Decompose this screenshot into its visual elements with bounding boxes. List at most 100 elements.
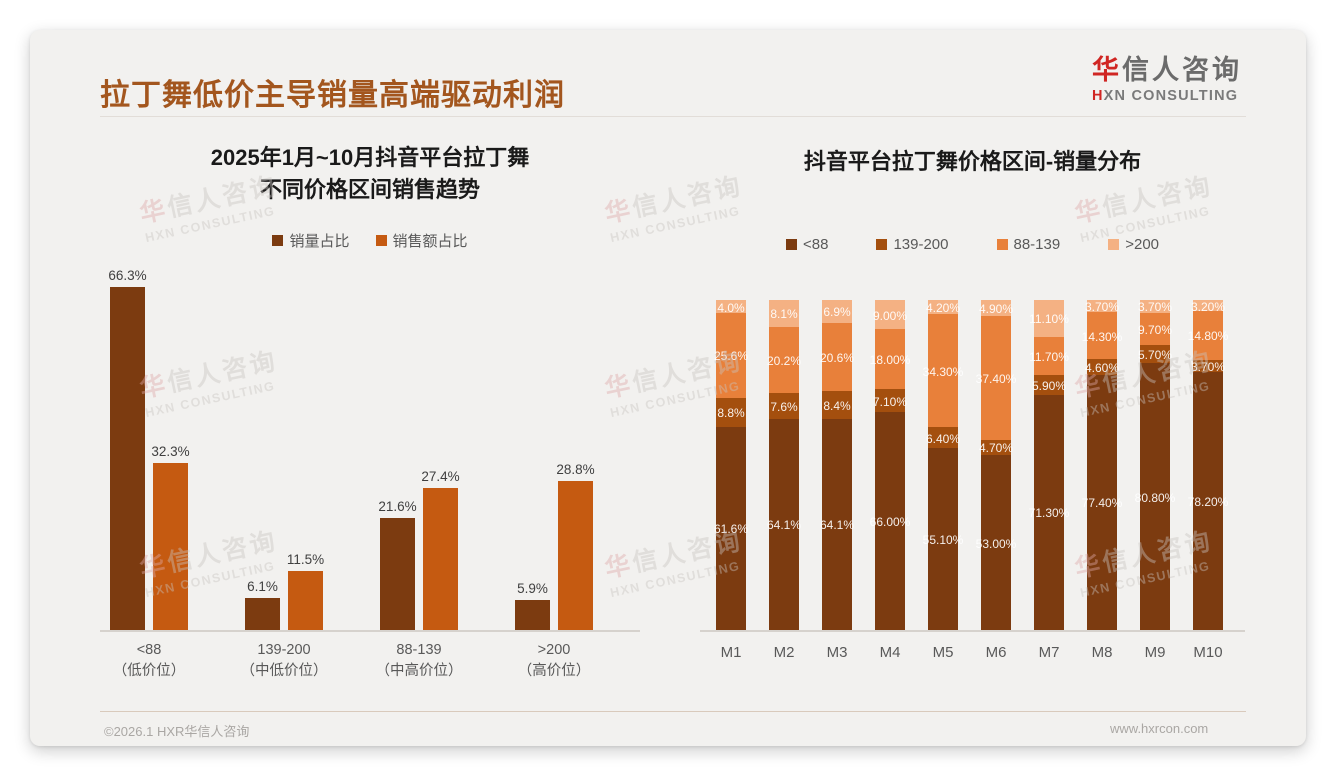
stack-segment-<88	[1087, 374, 1117, 630]
bar-value-label: 6.1%	[247, 579, 278, 595]
category-label: M2	[773, 644, 795, 661]
left-chart-title: 2025年1月~10月抖音平台拉丁舞 不同价格区间销售趋势	[210, 145, 530, 202]
stack-segment-88-139	[822, 322, 852, 391]
segment-value-label: 5.90%	[1031, 379, 1067, 393]
legend-label: <88	[802, 236, 829, 253]
stack-segment-139-200	[928, 427, 958, 449]
legend-swatch	[1108, 239, 1120, 250]
watermark-highlight: 华	[1072, 195, 1106, 229]
stack-segment-<88	[981, 455, 1011, 630]
category-label-line2: （低价位）	[112, 663, 186, 679]
category-label: M10	[1193, 644, 1223, 661]
stack-segment-139-200	[769, 393, 799, 419]
segment-value-label: 18.00%	[869, 353, 911, 368]
segment-value-label: 4.60%	[1084, 361, 1120, 375]
segment-value-label: 6.40%	[925, 431, 961, 446]
header-divider	[100, 116, 1246, 117]
legend-item: <88	[785, 236, 829, 253]
stack-segment-<88	[1140, 363, 1170, 630]
segment-value-label: 34.30%	[922, 364, 964, 379]
legend-item: 销售额占比	[375, 230, 468, 251]
category-label: M7	[1038, 644, 1060, 661]
segment-value-label: 66.00%	[869, 515, 911, 530]
stack-segment-139-200	[822, 390, 852, 419]
segment-value-label: 78.20%	[1187, 495, 1229, 509]
segment-value-label: 55.10%	[922, 533, 964, 548]
category-label-line1: >200	[537, 642, 571, 658]
segment-value-label: 80.80%	[1134, 490, 1176, 505]
category-label: <88 （低价位）	[79, 640, 219, 682]
category-label: >200 （高价位）	[484, 640, 624, 682]
stack-segment->200	[822, 300, 852, 323]
footer-copyright: ©2026.1 HXR华信人咨询	[104, 724, 250, 739]
right-chart-legend: <88 139-200 88-139 >200	[700, 236, 1245, 253]
category-label: M6	[985, 644, 1007, 661]
page-title: 拉丁舞低价主导销量高端驱动利润	[100, 79, 565, 112]
segment-value-label: 9.00%	[872, 308, 908, 323]
segment-value-label: 61.6%	[713, 522, 749, 537]
legend-item: 88-139	[996, 236, 1060, 253]
bar-销量占比	[515, 599, 550, 630]
category-label-line1: <88	[136, 642, 162, 658]
category-label: M9	[1144, 644, 1166, 661]
stack-segment-88-139	[928, 313, 958, 428]
category-label-line2: （中低价位）	[240, 663, 328, 679]
stack-segment->200	[1034, 300, 1064, 337]
legend-item: 139-200	[876, 236, 949, 253]
segment-value-label: 5.70%	[1137, 348, 1173, 362]
bar-销量占比	[245, 598, 280, 630]
segment-value-label: 7.6%	[770, 399, 798, 414]
stack-segment-<88	[875, 412, 905, 630]
category-label: M1	[720, 644, 742, 661]
category-label-line2: （中高价位）	[375, 663, 463, 679]
segment-value-label: 8.4%	[823, 398, 851, 413]
left-chart-plot: 66.3% 6.1% 21.6% 5.9% 32.3% 11.5% 27.4% 28.8% <8…	[100, 260, 640, 679]
stack-segment->200	[875, 299, 905, 330]
legend-swatch	[272, 235, 284, 246]
stack-segment-88-139	[981, 316, 1011, 440]
logo-english: HXN CONSULTING	[1092, 87, 1239, 104]
stack-segment->200	[716, 300, 746, 314]
stack-segment-88-139	[1193, 310, 1223, 360]
segment-value-label: 11.10%	[1029, 312, 1069, 327]
segment-value-label: 8.8%	[717, 406, 745, 421]
bar-value-label: 27.4%	[421, 469, 460, 485]
segment-value-label: 20.2%	[766, 354, 802, 369]
stack-segment->200	[769, 300, 799, 327]
slide-card: 拉丁舞低价主导销量高端驱动利润 华信人咨询 HXN CONSULTING 202…	[30, 30, 1306, 746]
stack-segment-<88	[716, 426, 746, 630]
stack-segment-139-200	[1140, 344, 1170, 364]
category-label-line1: 88-139	[396, 642, 442, 658]
segment-value-label: 7.10%	[872, 394, 908, 409]
right-chart-title: 抖音平台拉丁舞价格区间-销量分布	[803, 149, 1142, 174]
category-label: M8	[1091, 644, 1113, 661]
stack-segment-139-200	[1193, 359, 1223, 372]
stack-segment-88-139	[1034, 336, 1064, 376]
segment-value-label: 25.6%	[713, 349, 749, 364]
legend-swatch	[996, 239, 1008, 250]
bar-value-label: 66.3%	[108, 268, 147, 283]
segment-value-label: 4.20%	[925, 300, 961, 315]
company-logo: 华信人咨询 HXN CONSULTING	[1092, 55, 1242, 104]
stack-segment-139-200	[716, 397, 746, 427]
footer-website: www.hxrcon.com	[1110, 721, 1209, 736]
stack-segment-88-139	[875, 329, 905, 389]
bar-销售额占比	[423, 488, 458, 630]
segment-value-label: 3.70%	[1084, 300, 1120, 315]
stack-segment-<88	[769, 418, 799, 630]
stack-segment-<88	[822, 418, 852, 630]
segment-value-label: 64.1%	[819, 518, 855, 533]
segment-value-label: 20.6%	[819, 350, 855, 365]
segment-value-label: 8.1%	[770, 307, 798, 322]
category-label: M4	[879, 644, 901, 661]
segment-value-label: 3.70%	[1190, 359, 1226, 374]
logo-chinese: 华信人咨询	[1092, 55, 1242, 85]
segment-value-label: 9.70%	[1137, 322, 1173, 337]
stack-segment-88-139	[1087, 312, 1117, 360]
stack-segment-88-139	[769, 326, 799, 394]
stack-segment-<88	[1193, 371, 1223, 630]
stack-segment->200	[928, 300, 958, 314]
category-label: 88-139 （中高价位）	[349, 640, 489, 682]
category-label: M3	[826, 644, 848, 661]
legend-label: 销量占比	[289, 233, 350, 250]
